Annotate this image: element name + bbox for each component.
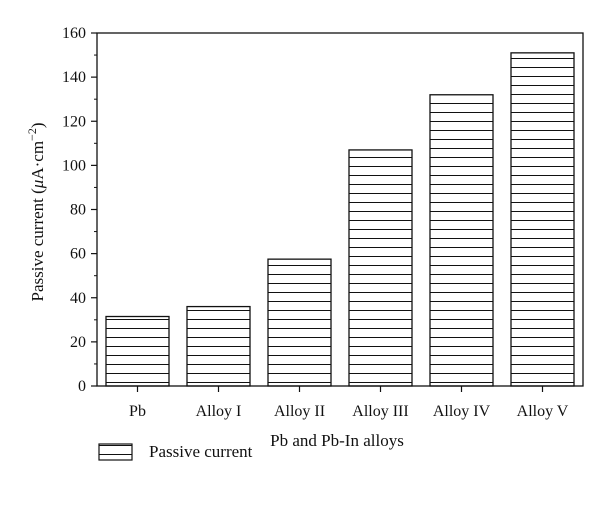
bar-alloy-ii bbox=[267, 258, 332, 387]
x-tick-label: Pb bbox=[129, 403, 146, 420]
y-tick-label: 40 bbox=[70, 290, 86, 307]
legend-swatch bbox=[98, 443, 133, 461]
bar-alloy-iv bbox=[429, 94, 494, 387]
y-tick-label: 140 bbox=[62, 69, 86, 86]
axes-group: 0 20 40 60 80 100 120 140 160 Pb Alloy I Alloy II Al… bbox=[62, 25, 584, 420]
y-tick-label: 100 bbox=[62, 157, 86, 174]
x-tick-label: Alloy III bbox=[352, 403, 408, 420]
y-tick-label: 60 bbox=[70, 246, 86, 263]
y-axis-title-prefix: Passive current ( bbox=[28, 188, 47, 302]
bar-alloy-iii bbox=[348, 149, 413, 387]
bar-alloy-i bbox=[186, 305, 251, 387]
y-axis-title: Passive current (μA·cm−2) bbox=[25, 122, 47, 301]
x-tick-label: Alloy I bbox=[196, 403, 242, 420]
plot-frame bbox=[96, 32, 584, 387]
x-tick-label: Alloy V bbox=[517, 403, 569, 420]
x-tick-label: Alloy II bbox=[274, 403, 325, 420]
x-tick-label: Alloy IV bbox=[433, 403, 491, 420]
y-axis-title-exponent: −2 bbox=[25, 128, 39, 141]
y-axis-title-suffix: ) bbox=[28, 122, 47, 128]
y-tick-label: 160 bbox=[62, 25, 86, 42]
y-tick-label: 0 bbox=[78, 378, 86, 395]
y-axis-title-mu: μ bbox=[28, 180, 47, 190]
legend: Passive current bbox=[98, 442, 253, 461]
legend-label: Passive current bbox=[149, 442, 253, 461]
bar-pb bbox=[105, 315, 170, 387]
y-tick-label: 20 bbox=[70, 334, 86, 351]
y-tick-label: 80 bbox=[70, 202, 86, 219]
bar-alloy-v bbox=[510, 52, 575, 387]
x-axis-title: Pb and Pb-In alloys bbox=[270, 431, 404, 450]
y-axis-title-unit: A·cm bbox=[28, 141, 47, 180]
bars-group bbox=[105, 52, 575, 387]
y-tick-label: 120 bbox=[62, 113, 86, 130]
